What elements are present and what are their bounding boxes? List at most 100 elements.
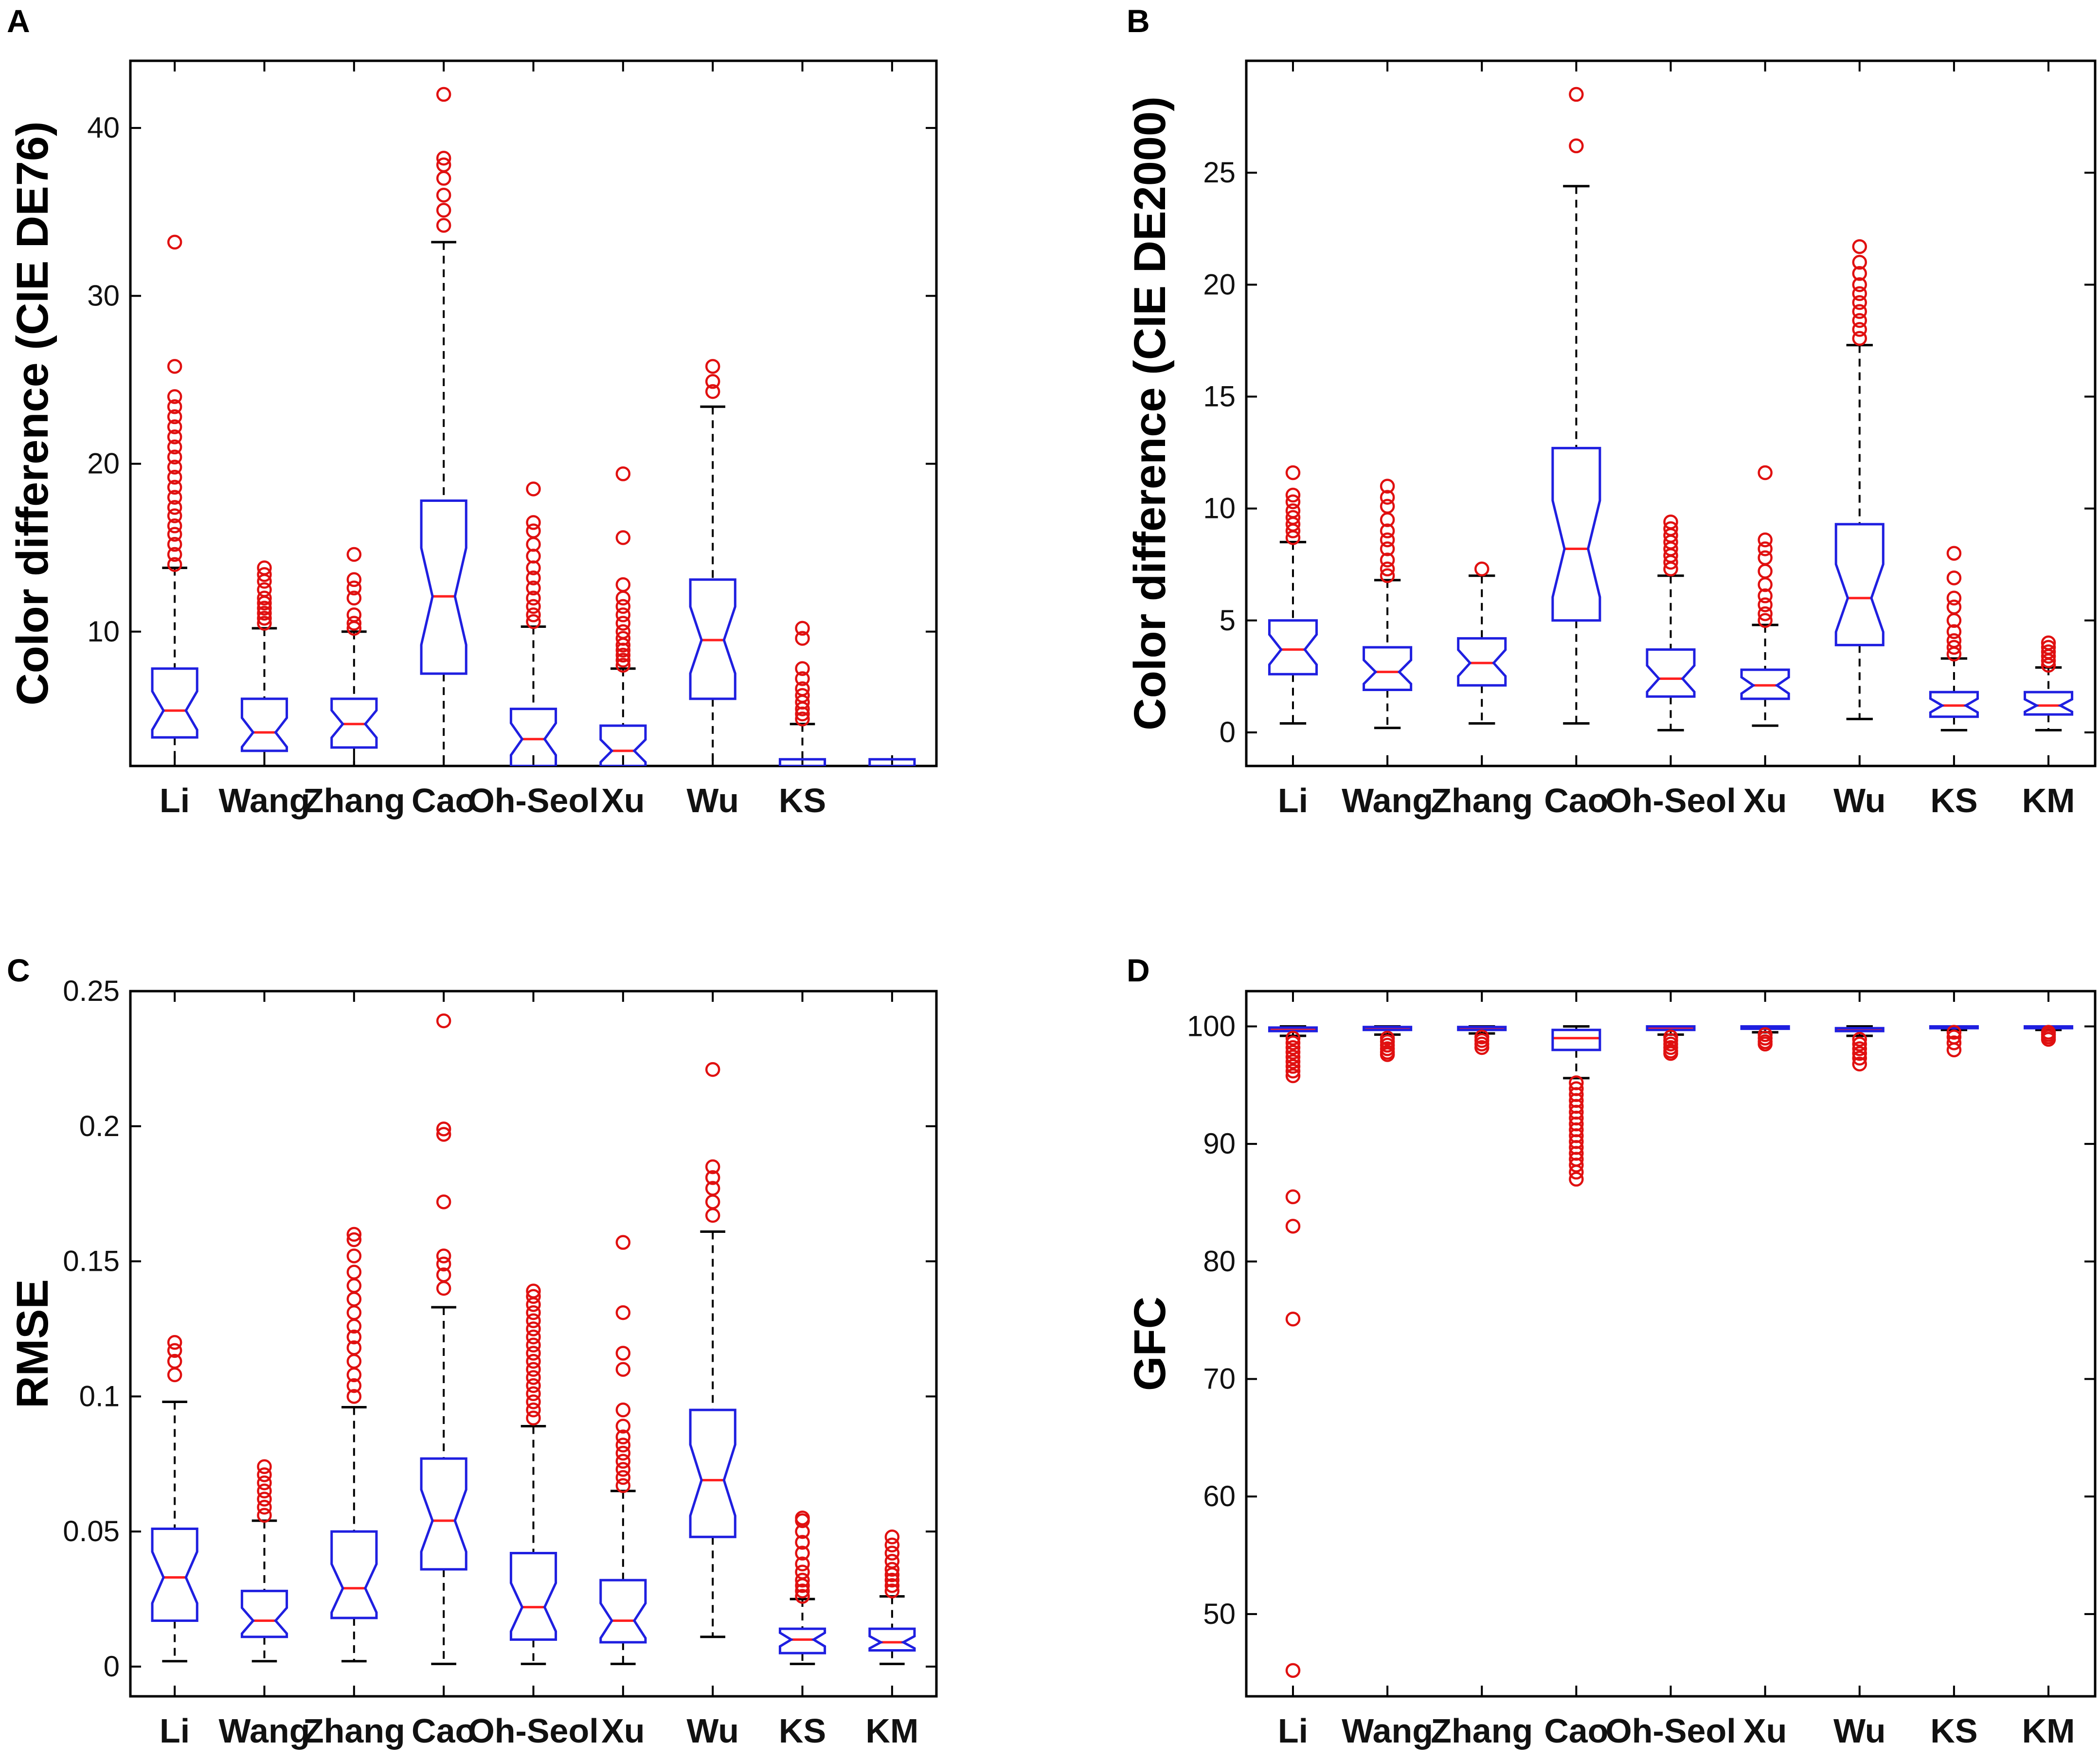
outlier-point [1758,1036,1773,1051]
outlier-point [615,530,631,545]
outlier-point [526,1353,541,1369]
category-label: KM [2022,1712,2075,1750]
y-tick-label: 100 [1187,1010,1236,1043]
outlier-point [436,187,451,203]
y-tick-label: 60 [1203,1480,1236,1512]
outlier-point [526,523,541,538]
outlier-point [167,547,182,562]
outlier-point [346,1329,362,1345]
outlier-point [1569,87,1584,102]
category-label: Wu [686,1712,739,1750]
box-xu [1740,1025,1790,1051]
box-body [1740,668,1790,700]
outlier-point [526,607,541,623]
outlier-point [1852,313,1867,328]
outlier-point [795,1556,810,1572]
category-label: Li [160,782,190,819]
category-label: Wu [686,782,739,819]
outlier-point [257,582,272,597]
outlier-point [795,1583,810,1599]
category-label: Xu [601,1712,645,1750]
outlier-point [167,389,182,404]
outlier-point [1285,1054,1301,1069]
outlier-point [346,1389,362,1404]
outlier-point [1852,295,1867,310]
outlier-point [257,601,272,616]
outlier-point [795,671,810,686]
panel-letter-c: C [7,952,30,988]
y-axis-label: RMSE [8,1279,57,1408]
outlier-point [436,218,451,233]
outlier-point [1285,487,1301,503]
box-wu [1834,239,1885,720]
outlier-point [1285,1040,1301,1055]
outlier-point [257,1459,272,1475]
outlier-point [526,590,541,606]
category-label: Wu [1833,782,1886,819]
outlier-point [884,1572,900,1588]
box-oh-seol [509,1283,557,1665]
box-body [2023,1025,2074,1030]
outlier-point [167,399,182,414]
category-label: KS [779,782,826,819]
outlier-point [167,508,182,523]
outlier-point [615,1419,631,1434]
outlier-point [1380,541,1395,556]
box-body [599,724,647,766]
y-tick-label: 10 [1203,492,1236,525]
outlier-point [1380,498,1395,514]
outlier-point [795,712,810,727]
category-label: Zhang [303,782,405,819]
outlier-point [436,1248,451,1263]
box-body [1551,446,1601,622]
outlier-point [884,1562,900,1577]
outlier-point [346,1340,362,1355]
outlier-point [705,359,720,374]
outlier-point [1285,494,1301,510]
y-axis-label: GFC [1125,1297,1175,1391]
outlier-point [1285,1049,1301,1065]
y-tick-label: 30 [87,279,120,312]
outlier-point [436,87,451,102]
outlier-point [795,681,810,696]
category-label: Cao [1544,782,1608,819]
box-body [1268,1026,1318,1032]
outlier-point [795,1572,810,1588]
box-li [1268,465,1318,725]
box-oh-seol [1646,1025,1696,1061]
outlier-point [884,1537,900,1553]
outlier-point [167,429,182,445]
outlier-point [615,607,631,623]
outlier-point [526,614,541,629]
outlier-point [884,1553,900,1569]
outlier-point [884,1578,900,1593]
outlier-point [526,1386,541,1402]
box-body [1363,1026,1413,1032]
category-label: Oh-Seol [468,782,598,819]
outlier-point [167,460,182,475]
box-partial [868,758,916,766]
box-cao [1551,87,1601,725]
outlier-point [167,1353,182,1369]
panel-letter-d: D [1127,952,1150,988]
outlier-point [436,1013,451,1029]
outlier-point [1758,588,1773,604]
box-body [509,1552,557,1641]
outlier-point [1758,613,1773,628]
boxplot-series [1268,1025,2074,1678]
outlier-point [2041,635,2056,651]
outlier-point [526,1402,541,1418]
outlier-point [795,1546,810,1561]
outlier-point [795,1589,810,1604]
outlier-point [615,653,631,668]
y-axis-label: Color difference (CIE DE76) [8,121,57,705]
y-tick-label: 20 [87,447,120,480]
outlier-point [1380,523,1395,538]
outlier-point [167,518,182,534]
outlier-point [1946,1025,1962,1040]
outlier-point [1852,1041,1867,1056]
y-tick-label: 90 [1203,1127,1236,1160]
box-ks [1929,546,1979,731]
box-body [1646,648,1696,698]
